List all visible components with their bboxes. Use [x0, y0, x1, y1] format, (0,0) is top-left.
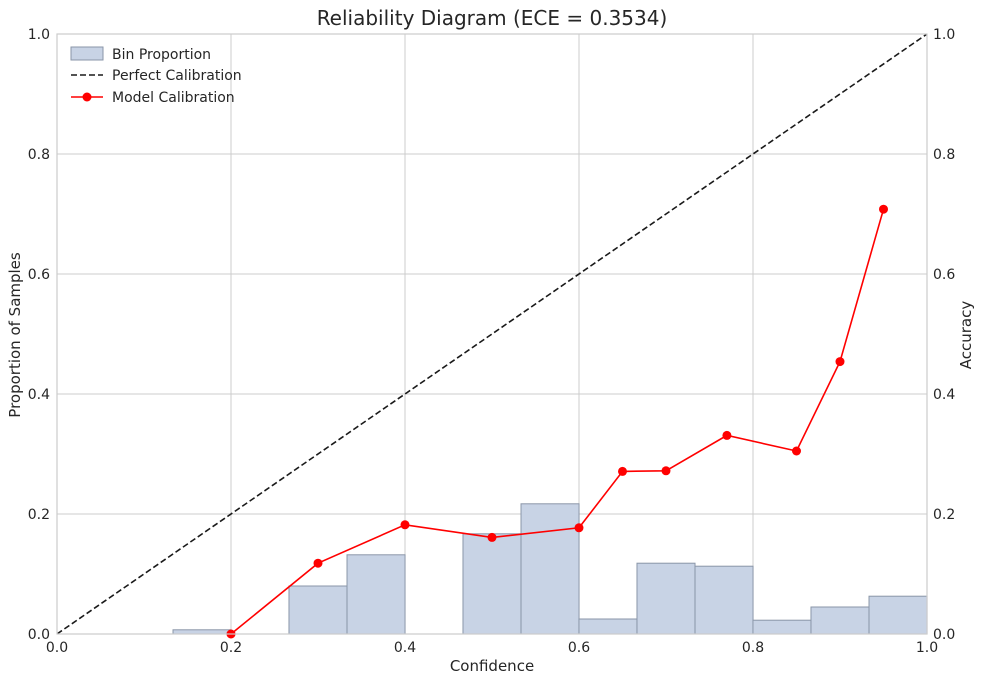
bin-bar	[868, 595, 928, 635]
x-tick-label: 1.0	[916, 640, 938, 656]
grid	[57, 34, 927, 634]
legend-perfect-label: Perfect Calibration	[112, 68, 242, 84]
bin-bar	[636, 562, 696, 635]
legend-bin-swatch	[70, 46, 104, 61]
x-tick-label: 0.8	[742, 640, 764, 656]
y-right-tick-label: 1.0	[933, 27, 955, 43]
model-calibration-point	[835, 357, 845, 367]
bin-bar	[172, 629, 232, 635]
y-left-tick-label: 0.0	[28, 627, 50, 643]
y-right-tick-label: 0.6	[933, 267, 955, 283]
y-left-tick-label: 0.8	[28, 147, 50, 163]
bin-bar	[752, 619, 812, 635]
model-calibration-point	[661, 466, 671, 476]
model-calibration-point	[722, 430, 732, 440]
y-axis-right-title: Accuracy	[957, 301, 975, 370]
model-calibration-point	[879, 204, 888, 214]
y-left-tick-label: 0.2	[28, 507, 50, 523]
model-calibration-point	[574, 523, 584, 533]
y-right-tick-label: 0.8	[933, 147, 955, 163]
bin-bar	[288, 585, 348, 635]
tick-labels: 0.0 0.2 0.4 0.6 0.8 1.00.00.20.40.60.81.00.00…	[28, 27, 956, 656]
x-axis-title: Confidence	[450, 657, 534, 675]
plot-frame	[56, 33, 928, 635]
model-calibration-point	[792, 446, 801, 456]
plot-border	[56, 33, 928, 635]
bin-bar	[810, 606, 870, 635]
y-left-tick-label: 0.6	[28, 267, 50, 283]
legend: Bin Proportion Perfect Calibration Model…	[70, 46, 242, 106]
legend-model-swatch-marker	[82, 92, 92, 102]
bin-bar	[520, 503, 580, 635]
x-tick-label: 0.4	[394, 640, 416, 656]
y-left-tick-label: 0.4	[28, 387, 50, 403]
y-axis-left-title: Proportion of Samples	[6, 252, 24, 418]
bin-bar	[462, 533, 522, 635]
bin-bars	[172, 503, 928, 635]
chart-title: Reliability Diagram (ECE = 0.3534)	[317, 6, 668, 30]
bin-bar	[694, 565, 754, 635]
bin-bar	[578, 618, 638, 635]
model-calibration-point	[487, 532, 497, 542]
model-calibration-point	[618, 466, 627, 476]
bin-bar	[346, 554, 406, 635]
y-left-tick-label: 1.0	[28, 27, 50, 43]
x-tick-label: 0.2	[220, 640, 242, 656]
y-right-tick-label: 0.4	[933, 387, 955, 403]
perfect-calibration-layer	[56, 33, 928, 635]
legend-model-label: Model Calibration	[112, 90, 235, 106]
perfect-calibration-line	[56, 33, 928, 635]
y-right-tick-label: 0.0	[933, 627, 955, 643]
y-right-tick-label: 0.2	[933, 507, 955, 523]
model-calibration-point	[400, 520, 410, 530]
model-calibration-point	[313, 558, 323, 568]
model-calibration-layer	[226, 204, 888, 639]
x-tick-label: 0.6	[568, 640, 590, 656]
x-tick-label: 0.0	[46, 640, 68, 656]
legend-bin-label: Bin Proportion	[112, 47, 211, 63]
